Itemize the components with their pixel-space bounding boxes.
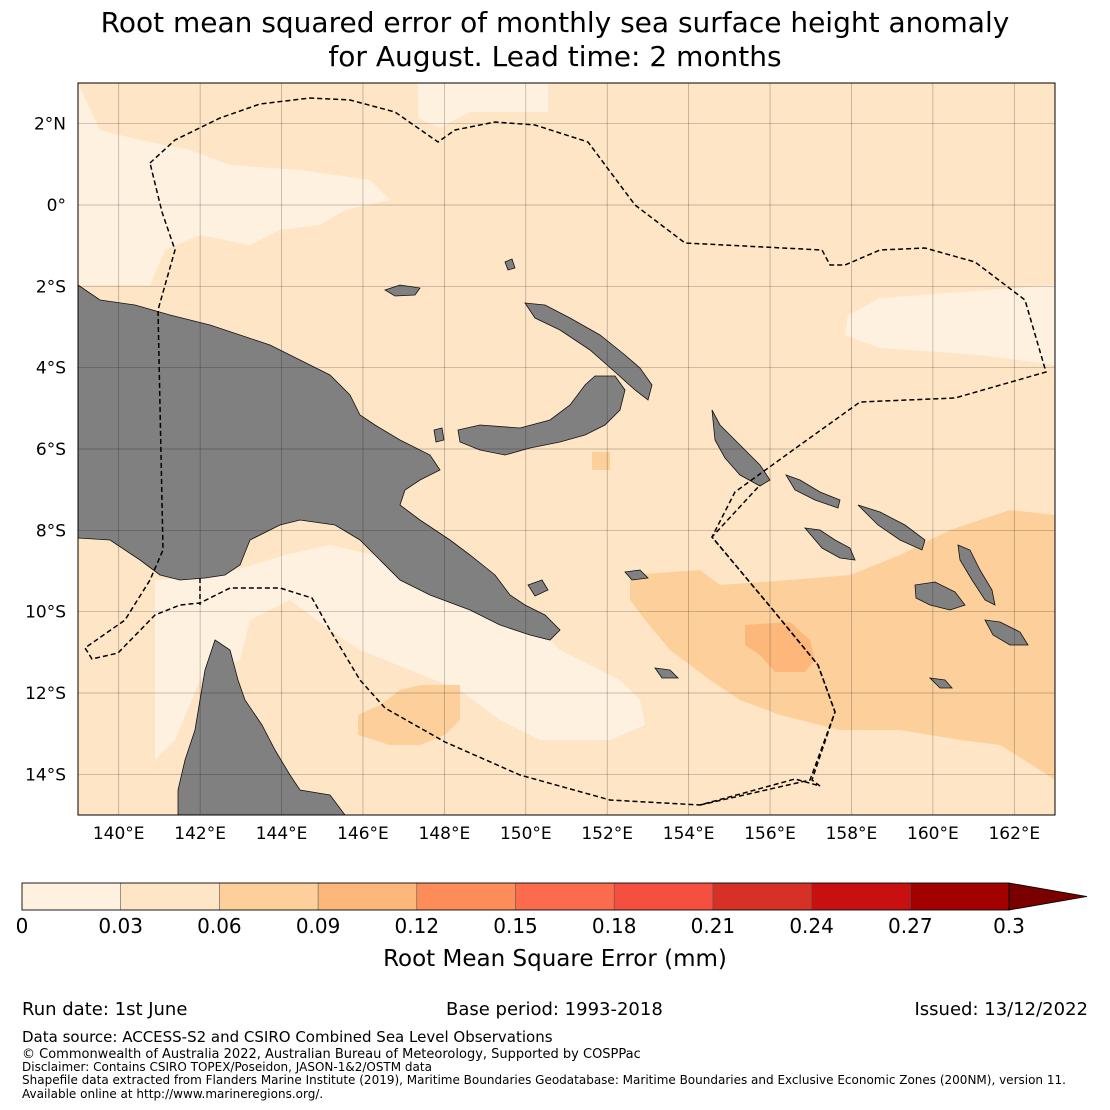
colorbar-frame xyxy=(21,882,1010,911)
graticule xyxy=(78,83,1055,815)
colorbar-segment xyxy=(613,882,714,911)
colorbar-tick-label: 0.09 xyxy=(296,914,341,938)
disclaimer: Disclaimer: Contains CSIRO TOPEX/Poseido… xyxy=(22,1060,432,1074)
shapefile-credit: Shapefile data extracted from Flanders M… xyxy=(22,1073,1066,1087)
land-bougainville xyxy=(711,409,771,487)
colorbar-label: Root Mean Square Error (mm) xyxy=(383,946,727,972)
land-rossel xyxy=(654,667,679,679)
medium-error-patch-gulf-of-papua xyxy=(358,685,460,745)
copyright-notice: © Commonwealth of Australia 2022, Austra… xyxy=(22,1047,641,1062)
colorbar-segment xyxy=(317,882,418,911)
colorbar-tick-label: 0.15 xyxy=(493,914,538,938)
issued-date: Issued: 13/12/2022 xyxy=(914,999,1088,1020)
x-tick-label: 158°E xyxy=(826,824,878,844)
colorbar-segment xyxy=(416,882,517,911)
colorbar-segment xyxy=(120,882,221,911)
land-manus xyxy=(384,284,421,297)
colorbar-extend-arrow xyxy=(1008,882,1088,911)
y-tick-label: 10°S xyxy=(25,603,66,623)
x-tick-label: 162°E xyxy=(988,824,1040,844)
y-axis-ticks: 2°N 0° 2°S 4°S 6°S 8°S 10°S 12°S 14°S xyxy=(25,115,66,786)
x-tick-label: 148°E xyxy=(419,824,471,844)
land-guadalcanal xyxy=(914,581,966,611)
y-tick-label: 8°S xyxy=(36,521,66,541)
low-error-patch-north-west xyxy=(78,83,390,285)
eez-boundary-png xyxy=(83,97,1047,806)
land-new-ireland xyxy=(524,302,653,401)
land-dentrecasteaux xyxy=(527,579,549,597)
colorbar-tick-label: 0.27 xyxy=(888,914,933,938)
y-tick-label: 2°S xyxy=(36,277,66,297)
high-error-patch xyxy=(745,622,815,672)
land-louisiade xyxy=(624,569,649,581)
x-tick-label: 144°E xyxy=(256,824,308,844)
colorbar-tick-label: 0.24 xyxy=(789,914,834,938)
land-new-britain xyxy=(457,375,626,456)
land-islet-2 xyxy=(433,427,445,443)
map-frame xyxy=(77,82,1056,816)
colorbar-segment xyxy=(712,882,813,911)
y-tick-label: 4°S xyxy=(36,359,66,379)
low-error-patch-torres-strait xyxy=(155,545,645,760)
y-tick-label: 6°S xyxy=(36,440,66,460)
land-cape-york xyxy=(177,639,346,815)
land-choiseul xyxy=(785,474,841,509)
land-makira xyxy=(984,619,1029,646)
x-axis-ticks: 140°E 142°E 144°E 146°E 148°E 150°E 152°E 154°E… xyxy=(93,824,1040,844)
land-islet-1 xyxy=(504,258,516,271)
x-tick-label: 150°E xyxy=(500,824,552,844)
colorbar-tick-labels: 0 0.03 0.06 0.09 0.12 0.15 0.18 0.21 0.24 0.27 0.3 xyxy=(16,914,1025,938)
medium-error-patch-small xyxy=(592,452,610,470)
land-new-georgia xyxy=(804,527,856,561)
y-tick-label: 2°N xyxy=(34,115,66,135)
base-period: Base period: 1993-2018 xyxy=(446,999,663,1020)
data-source: Data source: ACCESS-S2 and CSIRO Combine… xyxy=(22,1028,553,1046)
y-tick-label: 0° xyxy=(47,196,66,216)
land-islet-3 xyxy=(928,677,953,689)
run-date: Run date: 1st June xyxy=(22,999,188,1020)
colorbar-tick-label: 0.12 xyxy=(395,914,440,938)
colorbar xyxy=(21,882,1088,911)
low-error-patch-north-central xyxy=(418,83,548,128)
land-malaita xyxy=(957,544,996,606)
colorbar-tick-label: 0.06 xyxy=(197,914,242,938)
low-error-patch-east xyxy=(845,285,1055,365)
colorbar-tick-label: 0 xyxy=(16,914,29,938)
x-tick-label: 152°E xyxy=(581,824,633,844)
colorbar-segment xyxy=(219,882,319,911)
colorbar-tick-label: 0.3 xyxy=(993,914,1025,938)
y-tick-label: 14°S xyxy=(25,765,66,785)
eez-boundary-solomons xyxy=(699,484,836,806)
x-tick-label: 140°E xyxy=(93,824,145,844)
colorbar-segment xyxy=(515,882,615,911)
map-title-line1: Root mean squared error of monthly sea s… xyxy=(100,6,1010,39)
x-tick-label: 142°E xyxy=(174,824,226,844)
colorbar-tick-label: 0.21 xyxy=(691,914,736,938)
colorbar-segment xyxy=(909,882,1010,911)
y-tick-label: 12°S xyxy=(25,684,66,704)
x-tick-label: 160°E xyxy=(907,824,959,844)
x-tick-label: 156°E xyxy=(744,824,796,844)
colorbar-tick-label: 0.03 xyxy=(98,914,143,938)
x-tick-label: 154°E xyxy=(663,824,715,844)
colorbar-segment xyxy=(811,882,912,911)
map-title-line2: for August. Lead time: 2 months xyxy=(328,40,782,73)
land-new-guinea xyxy=(78,284,561,641)
x-tick-label: 146°E xyxy=(337,824,389,844)
available-online: Available online at http://www.marinereg… xyxy=(22,1087,324,1101)
colorbar-tick-label: 0.18 xyxy=(592,914,637,938)
colorbar-segment xyxy=(21,882,122,911)
land-santa-isabel xyxy=(857,504,926,551)
medium-error-patch-coral-sea xyxy=(630,510,1055,780)
